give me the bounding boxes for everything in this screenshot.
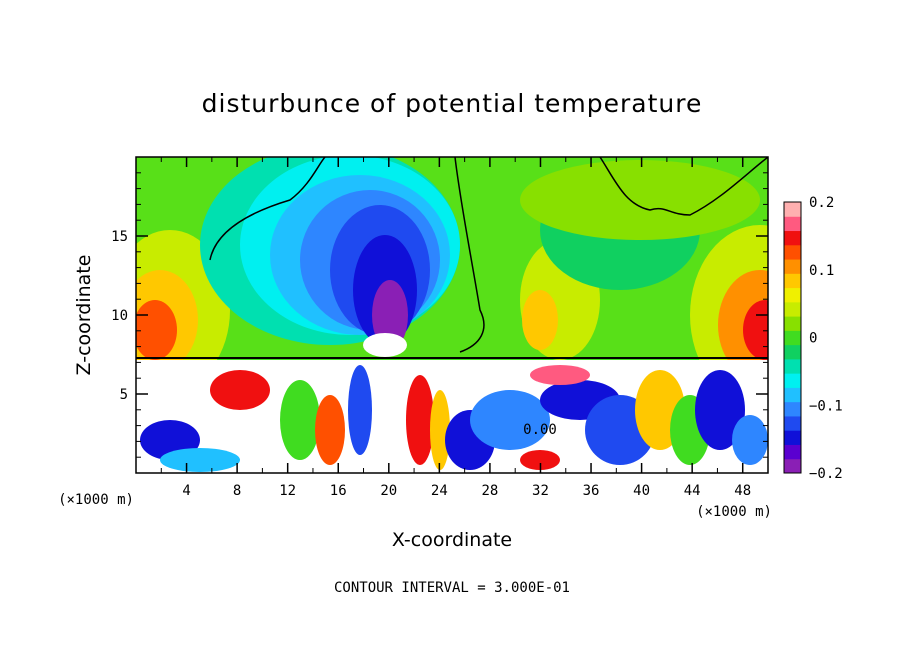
colorbar-tick-label: 0.2	[809, 195, 834, 211]
colorbar-segment	[784, 287, 801, 303]
x-tick-label: 36	[583, 483, 600, 499]
colorbar-tick-label: −0.2	[809, 466, 843, 482]
y-tick-label: 10	[111, 308, 128, 324]
heatmap-field: 0.00	[136, 157, 768, 473]
x-tick-label: 20	[380, 483, 397, 499]
colorbar-segment	[784, 444, 801, 460]
x-unit-label: (×1000 m)	[696, 504, 772, 520]
contour-interval-note: CONTOUR INTERVAL = 3.000E-01	[334, 580, 570, 596]
colorbar-segment	[784, 330, 801, 346]
x-tick-label: 48	[734, 483, 751, 499]
chart-title: disturbunce of potential temperature	[202, 89, 703, 118]
x-tick-label: 28	[481, 483, 498, 499]
y-tick-label: 15	[111, 229, 128, 245]
colorbar-ticks: 0.2 0.1 0 −0.1 −0.2	[809, 195, 843, 482]
colorbar-segment	[784, 273, 801, 289]
colorbar-segment	[784, 458, 801, 474]
colorbar-segment	[784, 387, 801, 403]
colorbar-segment	[784, 301, 801, 317]
colorbar-segment	[784, 230, 801, 246]
colorbar-segment	[784, 358, 801, 374]
colorbar-segment	[784, 415, 801, 431]
colorbar-segment	[784, 316, 801, 331]
colorbar-frame	[783, 201, 802, 474]
x-tick-label: 32	[532, 483, 549, 499]
colorbar-tick-label: 0	[809, 331, 817, 347]
x-tick-label: 44	[684, 483, 701, 499]
colorbar-segment	[784, 344, 801, 360]
z-unit-label: (×1000 m)	[58, 492, 134, 508]
colorbar-segment	[784, 401, 801, 417]
x-axis: 4 8 12 16 20 24 28 32 36 40 44 48	[160, 157, 751, 499]
x-axis-label: X-coordinate	[392, 529, 512, 551]
colorbar	[783, 201, 802, 474]
lower-layer	[136, 360, 768, 473]
y-axis-label: Z-coordinate	[73, 255, 95, 376]
x-tick-label: 12	[279, 483, 296, 499]
colorbar-segment	[784, 202, 801, 217]
x-tick-label: 24	[431, 483, 448, 499]
colorbar-segment	[784, 373, 801, 388]
y-axis: 5 10 15	[111, 172, 768, 458]
contour-label: 0.00	[523, 422, 557, 438]
colorbar-segment	[784, 244, 801, 260]
x-tick-label: 16	[330, 483, 347, 499]
x-tick-label: 40	[633, 483, 650, 499]
x-tick-label: 4	[182, 483, 190, 499]
upper-layer	[136, 157, 768, 405]
colorbar-segment	[784, 259, 801, 274]
y-tick-label: 5	[120, 387, 128, 403]
colorbar-segment	[784, 216, 801, 232]
colorbar-segment	[784, 430, 801, 445]
zero-contour	[209, 157, 768, 353]
colorbar-tick-label: 0.1	[809, 263, 834, 279]
x-tick-label: 8	[233, 483, 241, 499]
colorbar-tick-label: −0.1	[809, 398, 843, 414]
